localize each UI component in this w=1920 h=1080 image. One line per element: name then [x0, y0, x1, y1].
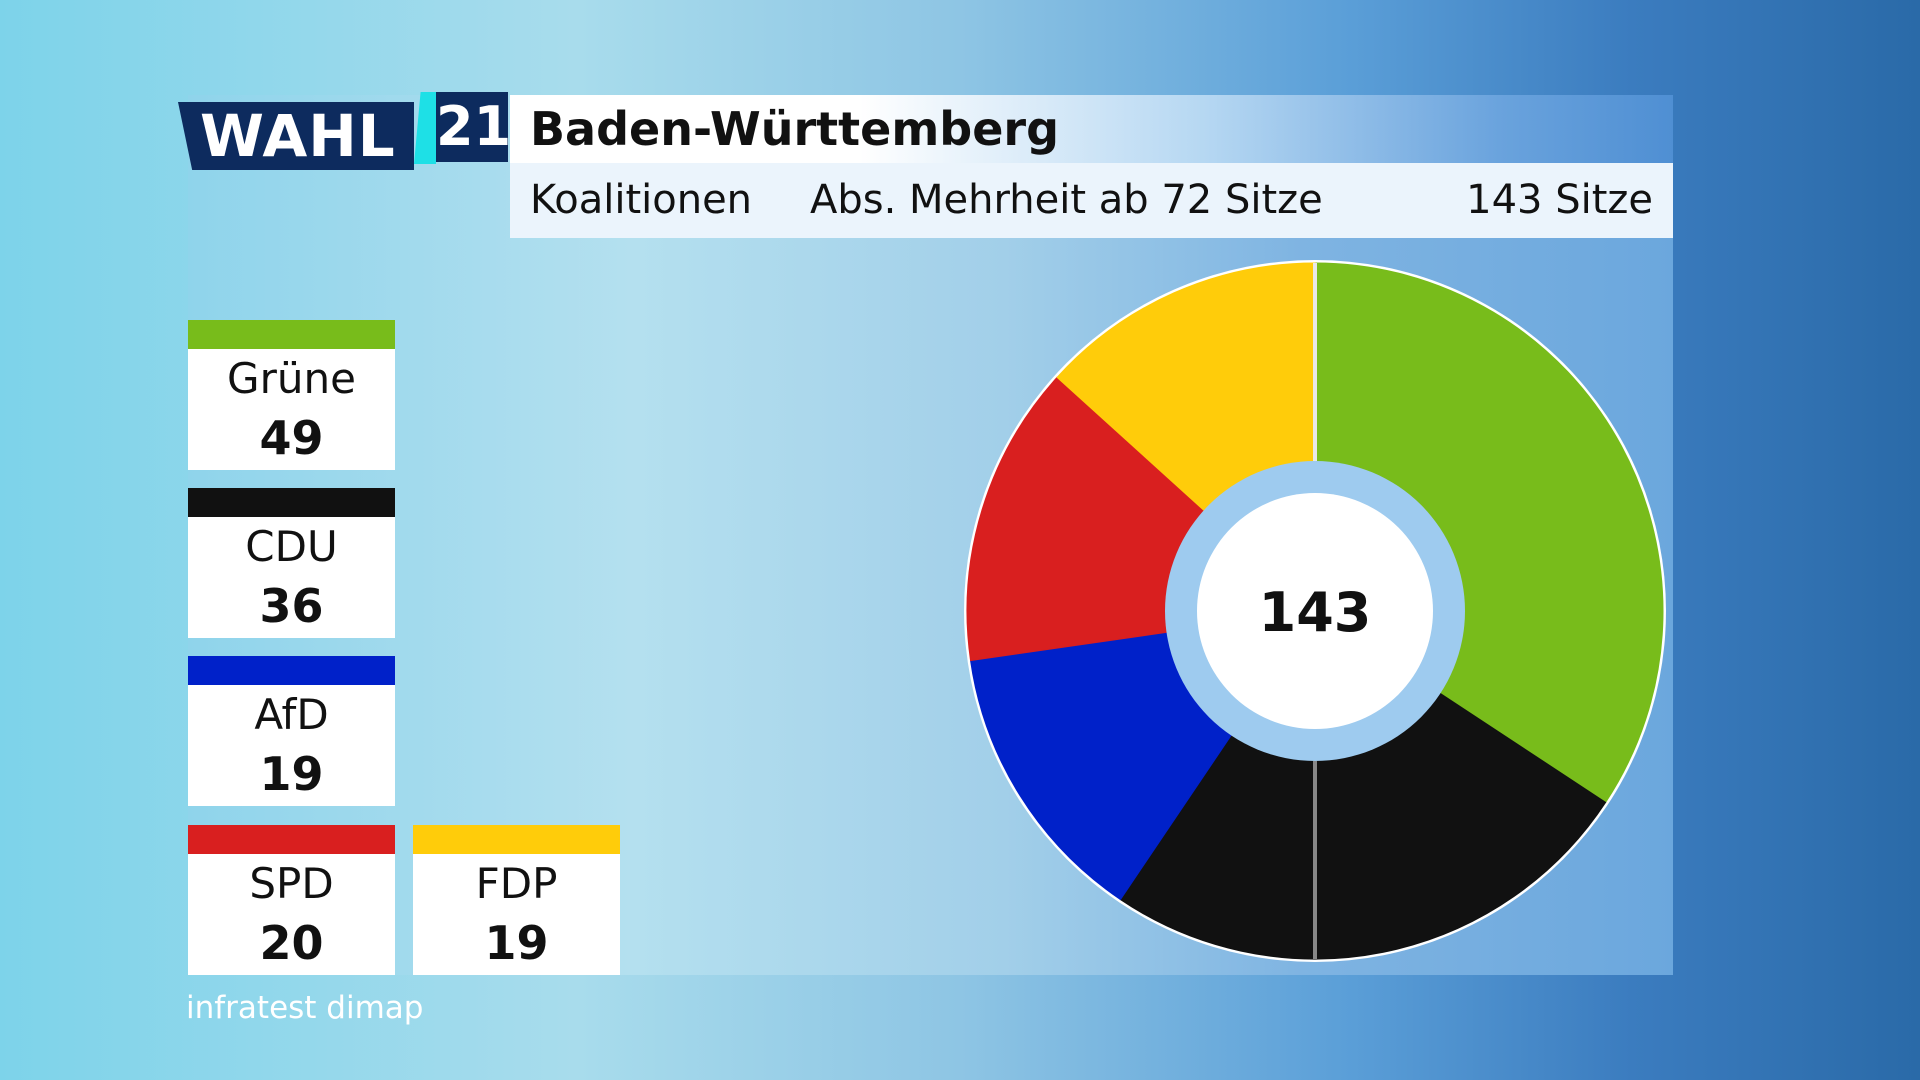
party-color-stripe — [188, 488, 395, 517]
wahl-logo: WAHL — [178, 102, 414, 170]
party-card-fdp: FDP 19 — [413, 825, 620, 975]
subtitle-coalitions: Koalitionen — [530, 177, 753, 223]
party-seats: 20 — [259, 916, 324, 970]
seat-donut-chart: 143 — [964, 260, 1666, 962]
party-name: AfD — [254, 690, 329, 739]
logo-accent-stripe — [414, 92, 436, 164]
party-card-spd: SPD 20 — [188, 825, 395, 975]
party-name: Grüne — [227, 354, 356, 403]
donut-center — [1197, 493, 1433, 729]
donut-total-label: 143 — [1259, 581, 1372, 644]
party-seats: 19 — [484, 916, 549, 970]
slice-cdu — [1119, 692, 1607, 960]
party-card-cdu: CDU 36 — [188, 488, 395, 638]
page-title: Baden-Württemberg — [530, 102, 1060, 156]
party-seats: 36 — [259, 579, 324, 633]
party-name: CDU — [245, 522, 338, 571]
party-card-afd: AfD 19 — [188, 656, 395, 806]
party-name: SPD — [249, 859, 334, 908]
party-color-stripe — [413, 825, 620, 854]
subtitle-total-seats: 143 Sitze — [1466, 177, 1653, 223]
party-name: FDP — [475, 859, 558, 908]
subtitle-bar: Koalitionen Abs. Mehrheit ab 72 Sitze 14… — [510, 163, 1673, 238]
wahl-year-logo: 21 — [436, 92, 511, 162]
party-color-stripe — [188, 656, 395, 685]
party-color-stripe — [188, 825, 395, 854]
party-seats: 49 — [259, 411, 324, 465]
party-seats: 19 — [259, 747, 324, 801]
party-color-stripe — [188, 320, 395, 349]
title-bar: Baden-Württemberg — [510, 95, 1673, 163]
source-credit: infratest dimap — [186, 990, 424, 1026]
subtitle-majority: Abs. Mehrheit ab 72 Sitze — [810, 177, 1323, 223]
party-card-gruene: Grüne 49 — [188, 320, 395, 470]
